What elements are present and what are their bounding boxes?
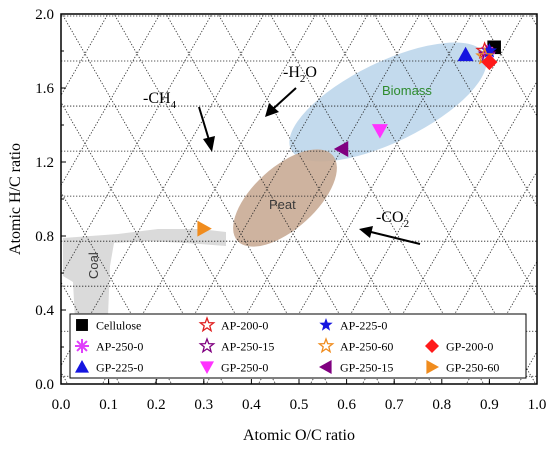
- y-tick-label: 1.2: [35, 155, 54, 171]
- region-peat: [233, 149, 337, 247]
- legend-label-gp-250-0: GP-250-0: [221, 361, 268, 375]
- arrow-co2: [359, 226, 421, 245]
- legend-label-gp-250-60: GP-250-60: [446, 361, 499, 375]
- data-point-gp-250-15: [333, 141, 349, 158]
- legend-marker-cellulose: [76, 319, 88, 331]
- data-points: [197, 40, 501, 237]
- annotation-co2: -CO2: [376, 209, 409, 230]
- legend-marker-gp-250-0: [200, 361, 214, 374]
- y-tick-label: 0.0: [35, 377, 54, 393]
- x-tick-label: 0.2: [147, 397, 166, 413]
- legend-marker-ap-200-0: [198, 316, 216, 333]
- legend-marker-gp-225-0: [75, 360, 89, 373]
- legend-label-gp-225-0: GP-225-0: [96, 361, 143, 375]
- legend-label-ap-250-0: AP-250-0: [96, 340, 143, 354]
- x-tick-label: 0.5: [290, 397, 309, 413]
- y-axis-title: Atomic H/C ratio: [7, 143, 24, 255]
- legend-marker-gp-250-15: [319, 360, 332, 374]
- annotation-ch4: -CH4: [143, 90, 177, 111]
- x-tick-label: 0.3: [194, 397, 213, 413]
- region-biomass: [289, 42, 487, 162]
- x-tick-label: 0.6: [337, 397, 356, 413]
- legend-marker-ap-250-15: [198, 337, 216, 354]
- data-point-gp-225-0: [457, 46, 474, 62]
- x-tick-label: 0.0: [52, 397, 71, 413]
- legend-label-gp-200-0: GP-200-0: [446, 340, 493, 354]
- annotation-h2o: -H2O: [283, 64, 317, 85]
- legend-label-ap-250-15: AP-250-15: [221, 340, 274, 354]
- data-point-gp-200-0: [481, 54, 498, 71]
- legend-label-cellulose: Cellulose: [96, 319, 141, 333]
- x-tick-label: 0.7: [385, 397, 404, 413]
- annotation-co2-sub: 2: [404, 218, 410, 230]
- annotation-ch4-main: -CH: [143, 90, 171, 107]
- legend-label-ap-225-0: AP-225-0: [340, 319, 387, 333]
- annotation-co2-main: -CO: [376, 209, 404, 226]
- annotation-h2o-after: O: [305, 64, 317, 81]
- legend-marker-ap-225-0: [319, 318, 333, 331]
- legend-label-ap-250-60: AP-250-60: [340, 340, 393, 354]
- arrow-ch4: [198, 106, 215, 152]
- x-tick-label: 1.0: [528, 397, 547, 413]
- legend-marker-gp-250-60: [426, 360, 439, 374]
- region-coal: [63, 229, 226, 320]
- y-tick-label: 0.4: [35, 303, 54, 319]
- legend-marker-gp-200-0: [425, 339, 439, 353]
- annotation-h2o-sub: 2: [300, 73, 306, 85]
- legend-label-ap-200-0: AP-200-0: [221, 319, 268, 333]
- x-tick-label: 0.8: [432, 397, 451, 413]
- legend-marker-ap-250-60: [317, 337, 335, 354]
- y-tick-label: 1.6: [35, 81, 54, 97]
- y-tick-label: 2.0: [35, 7, 54, 23]
- legend-label-gp-250-15: GP-250-15: [340, 361, 393, 375]
- region-label-coal: Coal: [86, 252, 101, 279]
- x-tick-label: 0.4: [242, 397, 261, 413]
- x-tick-label: 0.9: [480, 397, 499, 413]
- x-axis-title: Atomic O/C ratio: [243, 427, 355, 444]
- data-point-ap-225-0: [481, 43, 497, 58]
- y-tick-label: 0.8: [35, 229, 54, 245]
- data-point-gp-250-60: [197, 220, 212, 237]
- annotation-h2o-main: -H: [283, 64, 300, 81]
- x-tick-label: 0.1: [99, 397, 118, 413]
- arrow-h2o: [265, 87, 297, 117]
- region-label-biomass: Biomass: [382, 83, 432, 98]
- data-point-gp-250-0: [371, 124, 388, 139]
- region-label-peat: Peat: [269, 197, 296, 212]
- annotation-ch4-sub: 4: [171, 99, 177, 111]
- legend-marker-ap-250-0: [75, 339, 89, 353]
- legend-box: [69, 313, 527, 379]
